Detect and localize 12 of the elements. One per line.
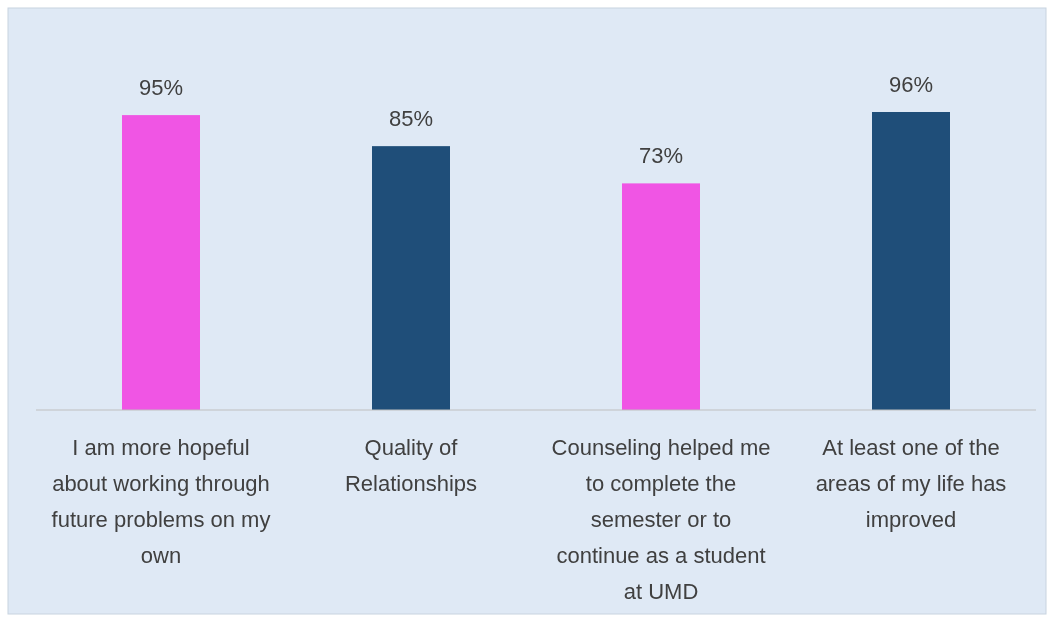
data-label: 73% (638, 143, 684, 169)
x-tick-label: At least one of the areas of my life has improved (815, 435, 1007, 532)
bar (122, 115, 200, 410)
x-tick-label: I am more hopeful about working through future problems on my own (51, 435, 271, 568)
bar (622, 183, 700, 410)
data-label: 96% (888, 72, 934, 97)
x-tick-label: Quality of Relationships (344, 435, 478, 496)
data-label: 95% (138, 75, 184, 101)
x-tick-label: Counseling helped me to complete the semester or to continue as a student at UMD (551, 435, 771, 604)
bar (872, 112, 950, 410)
bar (372, 146, 450, 410)
data-label: 85% (388, 106, 434, 132)
